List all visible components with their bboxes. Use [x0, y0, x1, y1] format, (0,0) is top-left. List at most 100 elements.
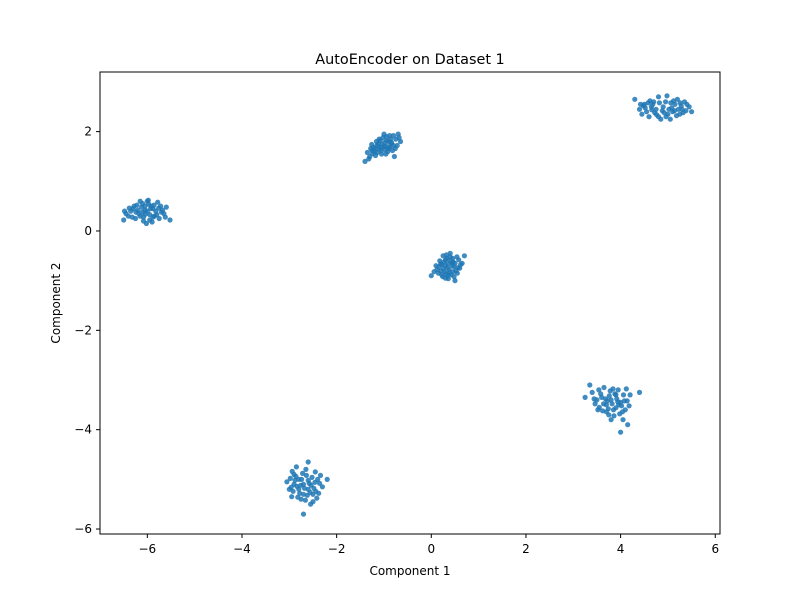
data-point: [613, 405, 619, 411]
data-point: [288, 484, 294, 490]
data-point: [666, 106, 672, 112]
data-point: [672, 108, 678, 114]
data-point: [301, 485, 308, 491]
data-point: [609, 401, 615, 407]
data-point: [302, 497, 308, 503]
data-point: [438, 261, 444, 267]
data-point: [444, 265, 450, 271]
data-point: [639, 111, 645, 117]
data-point: [443, 271, 449, 277]
data-point: [370, 150, 376, 157]
data-point: [442, 257, 449, 263]
data-point: [319, 484, 325, 490]
data-point: [645, 100, 651, 106]
data-point: [163, 204, 169, 210]
data-point: [314, 495, 320, 501]
data-point: [293, 473, 299, 479]
data-point: [374, 149, 380, 156]
data-point: [667, 116, 673, 122]
data-point: [601, 384, 607, 391]
data-point: [615, 387, 621, 393]
data-point: [290, 488, 296, 494]
data-point: [636, 389, 643, 395]
x-tick-label: −4: [233, 542, 251, 556]
data-point: [150, 214, 156, 220]
data-point: [303, 472, 309, 478]
data-point: [126, 205, 132, 211]
data-point: [156, 215, 162, 222]
data-point: [137, 198, 143, 204]
data-point: [296, 486, 302, 492]
x-tick-label: 4: [617, 542, 625, 556]
data-point: [656, 100, 663, 106]
data-point: [452, 278, 458, 284]
data-point: [384, 138, 390, 144]
data-point: [298, 482, 304, 488]
data-point: [308, 482, 314, 488]
data-point: [295, 494, 301, 500]
ticks-layer: −6 −4 −2 0 2 4 6 −6 −4 −2 0 2: [74, 125, 719, 556]
data-point: [454, 254, 460, 260]
data-point: [310, 499, 316, 505]
data-point: [654, 112, 660, 118]
data-point: [299, 476, 305, 482]
data-point: [591, 396, 597, 402]
data-point: [284, 479, 290, 485]
data-point: [390, 142, 396, 149]
data-point: [680, 110, 686, 116]
data-point: [663, 99, 669, 105]
data-point: [122, 208, 128, 214]
data-point: [620, 417, 626, 423]
data-point: [362, 158, 368, 164]
data-point: [461, 253, 467, 259]
data-point: [431, 269, 437, 275]
data-point: [663, 114, 669, 120]
data-point: [640, 103, 646, 109]
y-axis-label: Component 2: [49, 262, 63, 343]
data-point: [129, 214, 135, 220]
data-point: [592, 401, 598, 407]
points-layer: [121, 93, 695, 517]
data-point: [368, 145, 374, 152]
data-point: [655, 94, 662, 100]
data-point: [287, 475, 293, 481]
data-point: [317, 472, 324, 478]
data-point: [305, 477, 311, 483]
x-tick-label: −6: [138, 542, 156, 556]
data-point: [312, 469, 318, 475]
chart-title: AutoEncoder on Dataset 1: [315, 52, 504, 68]
data-point: [686, 104, 692, 110]
x-axis-label: Component 1: [369, 564, 450, 578]
data-point: [611, 413, 617, 419]
data-point: [289, 468, 295, 474]
y-tick-label: 0: [84, 224, 92, 238]
data-point: [644, 109, 650, 115]
data-point: [146, 201, 152, 207]
x-tick-label: 0: [427, 542, 435, 556]
data-point: [366, 156, 372, 162]
data-point: [601, 401, 607, 407]
data-point: [598, 391, 604, 397]
data-point: [668, 100, 674, 106]
data-point: [618, 429, 624, 435]
x-tick-label: 6: [711, 542, 719, 556]
data-point: [149, 219, 155, 225]
data-point: [305, 459, 311, 465]
data-point: [624, 398, 630, 404]
data-point: [615, 399, 621, 405]
data-point: [625, 422, 631, 428]
data-point: [142, 211, 148, 217]
x-tick-label: 2: [522, 542, 530, 556]
data-point: [636, 106, 643, 112]
data-point: [397, 138, 404, 145]
data-point: [378, 144, 384, 151]
data-point: [154, 212, 160, 218]
data-point: [369, 141, 375, 148]
data-point: [292, 477, 298, 483]
plot-frame: [99, 71, 721, 535]
data-point: [451, 274, 457, 280]
data-point: [620, 392, 627, 398]
data-point: [649, 107, 655, 113]
data-point: [317, 480, 323, 486]
data-point: [151, 202, 157, 208]
